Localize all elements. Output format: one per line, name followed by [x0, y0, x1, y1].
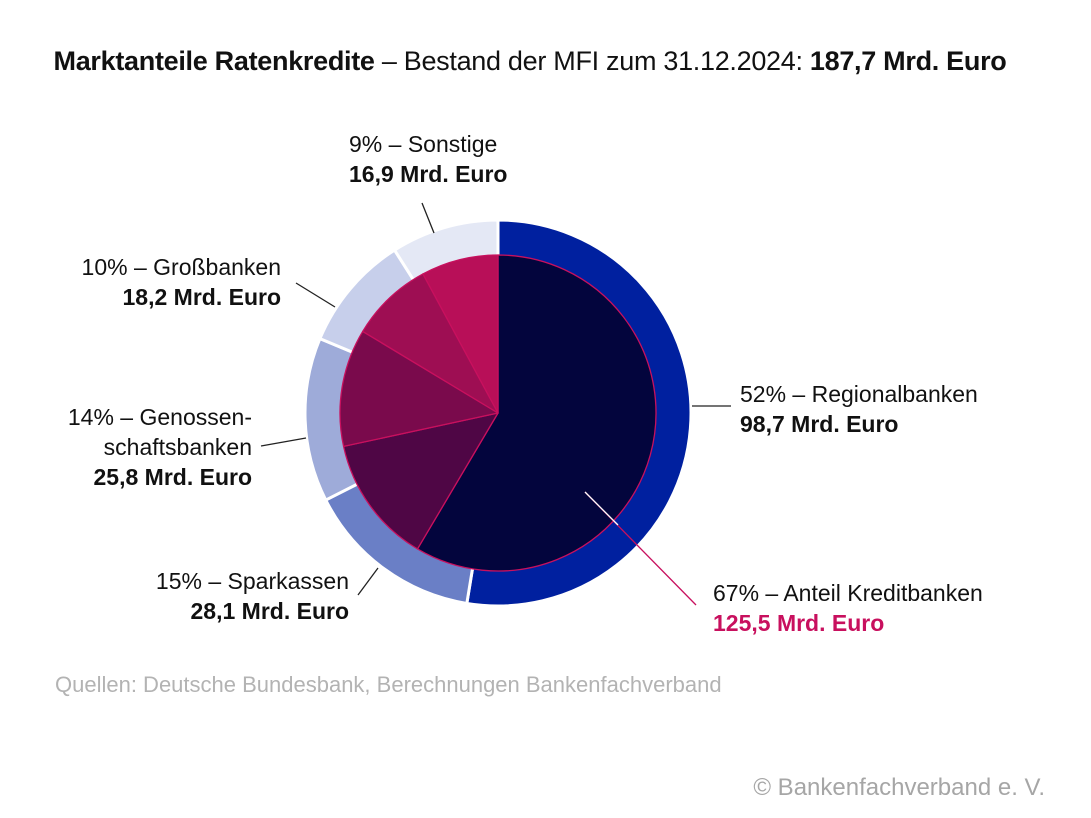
- chart-title: Marktanteile Ratenkredite – Bestand der …: [0, 44, 1060, 78]
- inner-slice-kreditbanken: [416, 254, 657, 572]
- label-kreditbanken: 67% – Anteil Kreditbanken 125,5 Mrd. Eur…: [713, 578, 983, 638]
- leader-line-grossbanken: [295, 282, 336, 308]
- leader-line-sonstige: [421, 202, 435, 234]
- title-subtitle: – Bestand der MFI zum 31.12.2024:: [374, 46, 810, 76]
- label-genossen-value: 25,8 Mrd. Euro: [93, 464, 252, 490]
- title-bold: Marktanteile Ratenkredite: [53, 46, 375, 76]
- leader-line-kreditbanken-inner: [584, 491, 619, 526]
- label-genossen-pct: 14% – Genossen-: [67, 404, 252, 430]
- label-genossenschaftsbanken: 14% – Genossen- schaftsbanken 25,8 Mrd. …: [68, 402, 252, 492]
- label-sonstige: 9% – Sonstige 16,9 Mrd. Euro: [349, 129, 507, 189]
- label-grossbanken: 10% – Großbanken 18,2 Mrd. Euro: [82, 252, 281, 312]
- inner-pie: [339, 254, 657, 572]
- inner-slice-2: [339, 330, 499, 448]
- label-genossen-pct-cont: schaftsbanken: [103, 434, 252, 460]
- source-note: Quellen: Deutsche Bundesbank, Berechnung…: [55, 672, 722, 697]
- copyright: © Bankenfachverband e. V.: [753, 774, 1045, 801]
- label-sonstige-pct: 9% – Sonstige: [349, 131, 498, 157]
- label-kreditbanken-pct: 67% – Anteil Kreditbanken: [713, 580, 983, 606]
- label-regional-pct: 52% – Regionalbanken: [740, 381, 978, 407]
- leader-lines: [260, 202, 731, 606]
- leader-line-sparkassen: [357, 567, 379, 596]
- inner-slice-1: [342, 412, 499, 550]
- label-kreditbanken-value: 125,5 Mrd. Euro: [713, 610, 885, 636]
- label-regional-value: 98,7 Mrd. Euro: [740, 411, 899, 437]
- title-total: 187,7 Mrd. Euro: [809, 46, 1007, 76]
- leader-line-genossen: [260, 437, 307, 447]
- inner-slice-3: [362, 273, 499, 414]
- inner-slice-4: [422, 254, 499, 414]
- label-sparkassen: 15% – Sparkassen 28,1 Mrd. Euro: [156, 566, 349, 626]
- label-grossbanken-value: 18,2 Mrd. Euro: [122, 284, 281, 310]
- label-sparkassen-pct: 15% – Sparkassen: [155, 568, 349, 594]
- label-sonstige-value: 16,9 Mrd. Euro: [349, 161, 508, 187]
- label-sparkassen-value: 28,1 Mrd. Euro: [190, 598, 349, 624]
- label-grossbanken-pct: 10% – Großbanken: [81, 254, 281, 280]
- label-regionalbanken: 52% – Regionalbanken 98,7 Mrd. Euro: [740, 379, 978, 439]
